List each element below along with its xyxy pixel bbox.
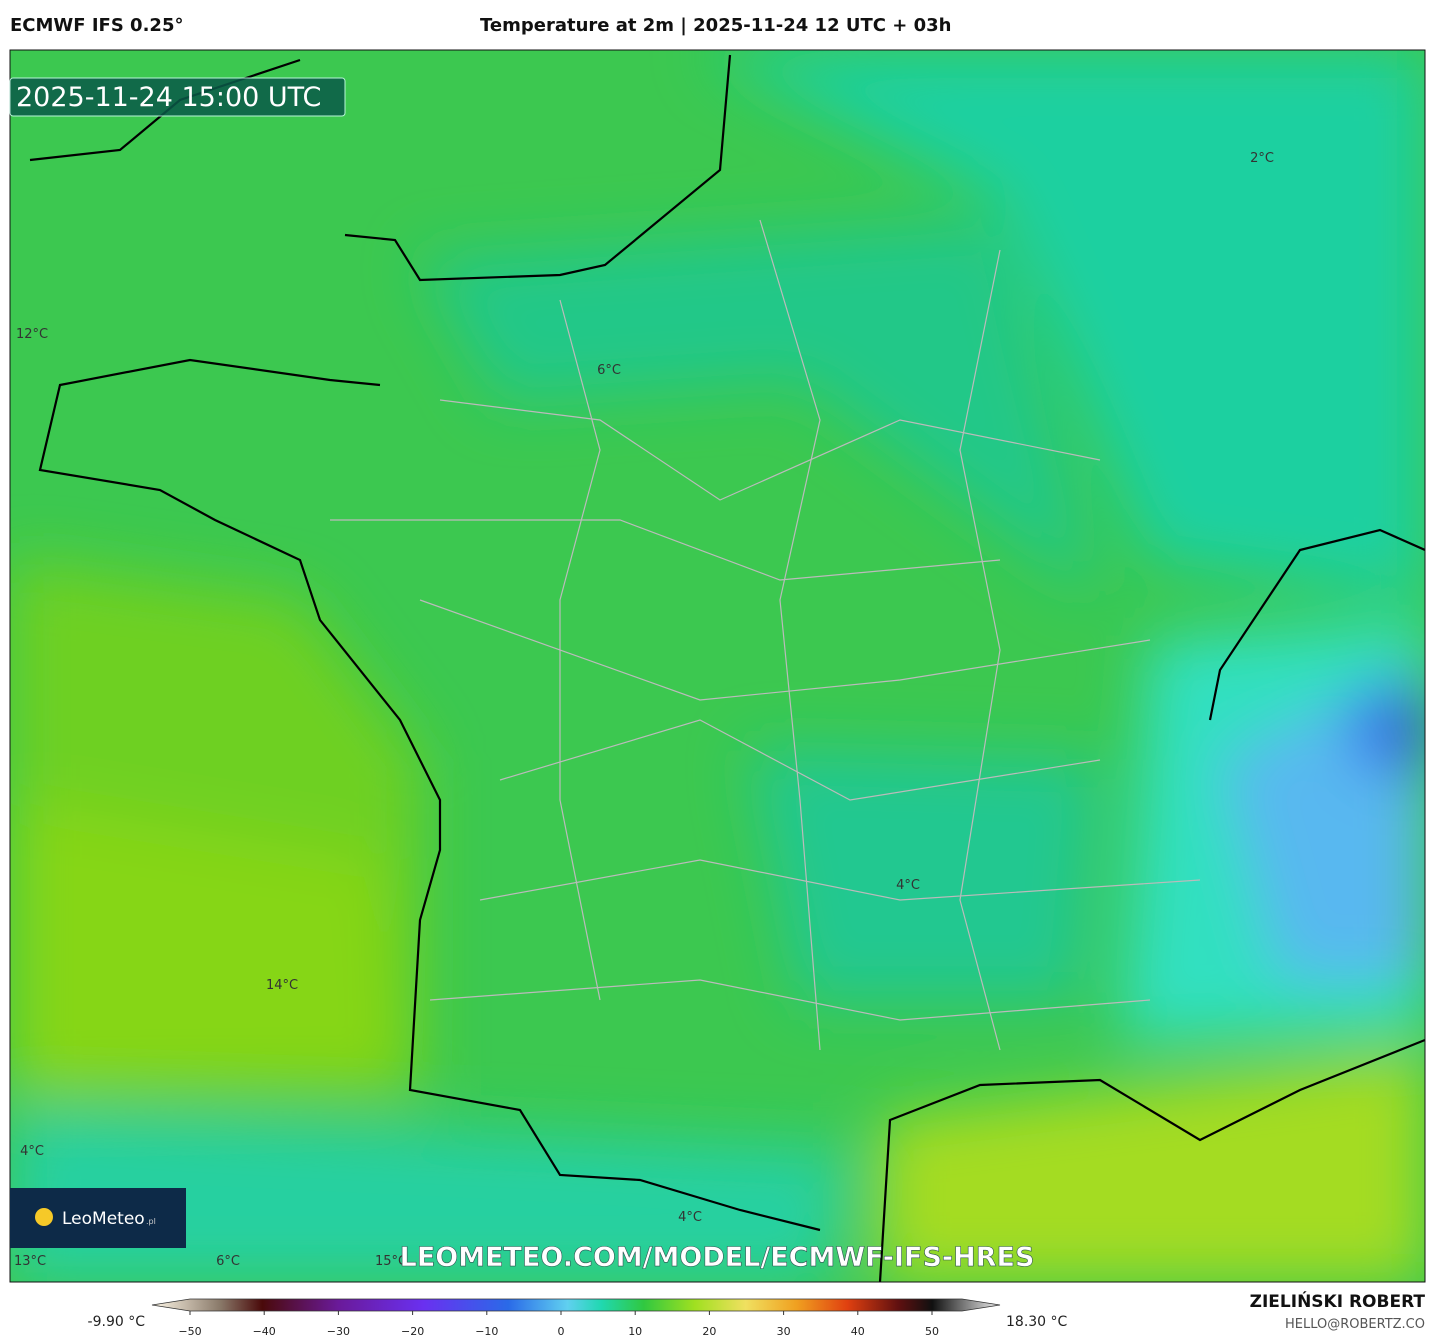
contour-label: 12°C	[16, 327, 48, 342]
contour-label: 15°C	[375, 1254, 407, 1269]
colorbar-max: 18.30 °C	[1006, 1314, 1068, 1330]
colorbar-tick-label: −40	[253, 1325, 276, 1338]
region-borders	[330, 219, 1201, 1051]
logo-suffix: .pl	[146, 1217, 156, 1226]
logo: LeoMeteo	[62, 1209, 145, 1229]
colorbar-tick-label: −30	[327, 1325, 350, 1338]
contour-label: 4°C	[678, 1210, 702, 1225]
contour-label: 14°C	[266, 978, 298, 993]
author: ZIELIŃSKI ROBERT	[1250, 1290, 1426, 1312]
timestamp-box	[9, 77, 346, 117]
contour-label: 4°C	[20, 1144, 44, 1159]
colorbar-tick-label: 0	[558, 1325, 565, 1338]
colorbar-tick-label: −10	[475, 1325, 498, 1338]
contour-label: 6°C	[216, 1254, 240, 1269]
colorbar-min: -9.90 °C	[88, 1314, 146, 1330]
logo-sun	[35, 1208, 53, 1226]
map-title: Temperature at 2m | 2025-11-24 12 UTC + …	[480, 15, 952, 36]
url-watermark: LEOMETEO.COM/MODEL/ECMWF-IFS-HRES	[400, 1242, 1035, 1273]
email: HELLO@ROBERTZ.CO	[1285, 1317, 1425, 1332]
contour-label: 4°C	[896, 878, 920, 893]
contour-label: 6°C	[597, 363, 621, 378]
timestamp: 2025-11-24 15:00 UTC	[16, 82, 321, 113]
contour-label: 2°C	[1250, 151, 1274, 166]
model-name: ECMWF IFS 0.25°	[10, 15, 184, 36]
colorbar-tick-label: 20	[702, 1325, 716, 1338]
colorbar-tick-label: 10	[628, 1325, 642, 1338]
colorbar	[151, 1298, 1001, 1312]
colorbar-tick-label: 30	[777, 1325, 791, 1338]
coastline-border	[29, 54, 1425, 1282]
colorbar-tick-label: −50	[178, 1325, 201, 1338]
contour-label: 13°C	[14, 1254, 46, 1269]
colorbar-tick-label: 50	[925, 1325, 939, 1338]
colorbar-tick-label: 40	[851, 1325, 865, 1338]
temperature-field	[10, 50, 1425, 1282]
colorbar-tick-label: −20	[401, 1325, 424, 1338]
map-frame	[9, 49, 1426, 1283]
